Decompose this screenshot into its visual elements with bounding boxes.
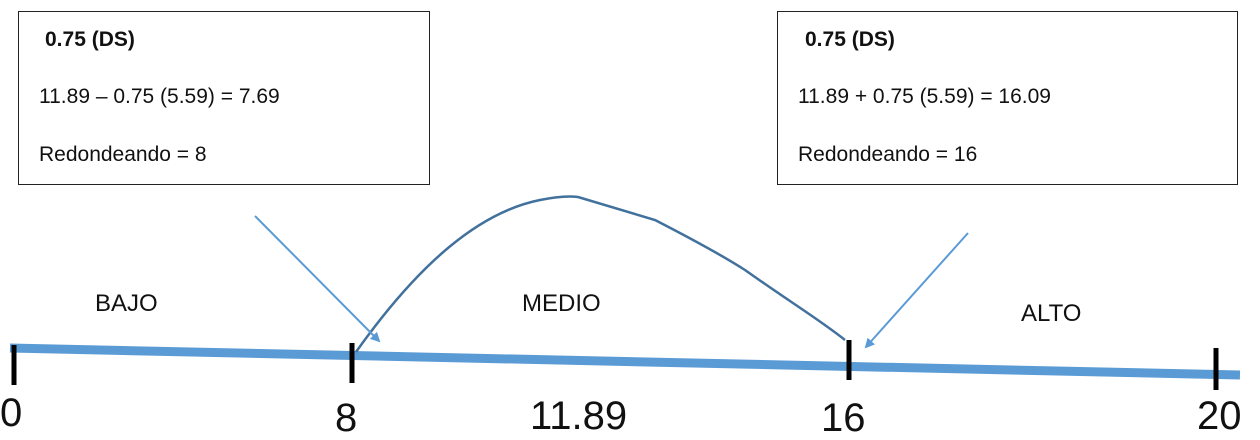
lower-box-title: 0.75 (DS) [45,28,135,51]
tick-label-20: 20 [1197,394,1242,438]
zone-label-high: ALTO [1021,300,1082,327]
upper-limit-box: 0.75 (DS) 11.89 + 0.75 (5.59) = 16.09 Re… [777,11,1238,185]
lower-limit-rounding: Redondeando = 8 [39,143,207,166]
upper-limit-formula: 11.89 + 0.75 (5.59) = 16.09 [798,85,1051,108]
axis-line [9,343,1241,380]
left-pointer-arrow [254,215,381,343]
upper-box-title: 0.75 (DS) [805,28,895,51]
lower-limit-box: 0.75 (DS) 11.89 – 0.75 (5.59) = 7.69 Red… [18,11,430,185]
zone-label-low: BAJO [95,290,158,317]
tick-label-mean: 11.89 [530,394,628,438]
tick-label-16: 16 [821,396,866,440]
right-pointer-arrow [864,232,969,349]
tick-label-8: 8 [335,396,358,440]
bell-curve [354,195,846,353]
upper-limit-rounding: Redondeando = 16 [798,143,978,166]
tick-label-0: 0 [0,391,23,435]
lower-limit-formula: 11.89 – 0.75 (5.59) = 7.69 [39,85,280,108]
zone-label-mid: MEDIO [522,290,601,317]
